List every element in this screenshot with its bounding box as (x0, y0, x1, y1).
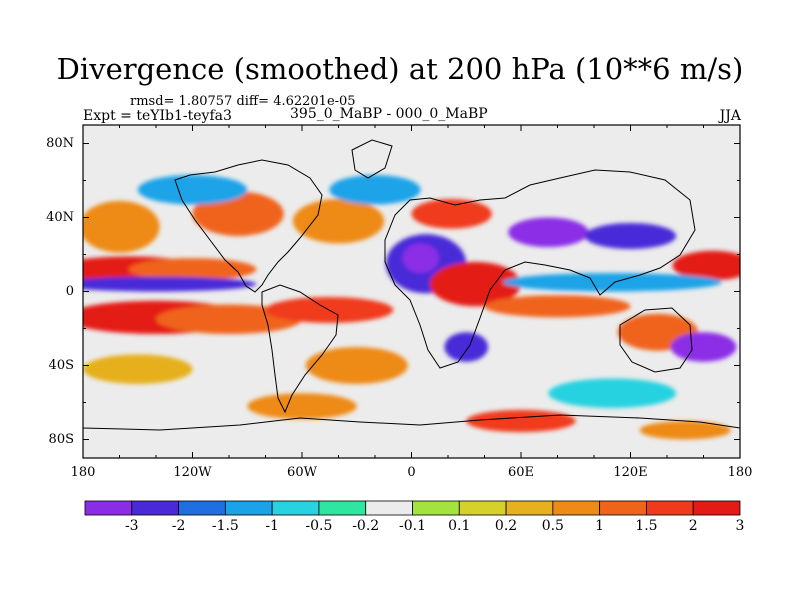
y-tick-label: 80N (46, 135, 74, 151)
field-anomaly-15 (508, 217, 589, 248)
colorbar-swatch (692, 500, 741, 516)
colorbar-swatch (599, 500, 647, 516)
colorbar-swatch (552, 500, 601, 516)
field-anomaly-13 (429, 261, 521, 307)
colorbar-label: -2 (171, 518, 186, 534)
field-anomaly-22 (670, 332, 737, 362)
colorbar-label: -1.5 (211, 518, 239, 534)
x-tick-label: 180 (727, 465, 753, 480)
field-anomaly-10 (329, 174, 421, 205)
x-tick-label: 180 (70, 465, 96, 480)
x-tick-label: 60E (507, 465, 535, 480)
colorbar-label: -0.5 (305, 518, 333, 534)
x-tick-label: 0 (407, 465, 416, 480)
field-anomaly-9 (137, 174, 248, 205)
north-america-outline (174, 159, 323, 293)
colorbar-label: 1 (595, 518, 605, 534)
colorbar-swatch (646, 500, 694, 516)
colorbar-label: -1 (265, 518, 279, 534)
colorbar-swatch (458, 500, 507, 516)
field-anomaly-16 (584, 223, 677, 249)
colorbar-swatch (365, 500, 413, 516)
colorbar-swatch (131, 500, 179, 516)
rmsd-diff-stats: rmsd= 1.80757 diff= 4.62201e-05 (130, 94, 356, 109)
colorbar-swatch (318, 500, 367, 516)
y-tick-label: 0 (65, 283, 74, 299)
field-anomaly-20 (444, 332, 489, 362)
colorbar-label: 2 (688, 518, 698, 534)
field-anomaly-23 (305, 347, 408, 384)
axis-ticks (82, 125, 741, 458)
field-anomaly-26 (247, 393, 357, 420)
period-subtitle: 395_0_MaBP - 000_0_MaBP (290, 106, 488, 122)
colorbar-swatch (224, 500, 273, 516)
field-anomaly-2 (83, 276, 257, 292)
field-anomaly-28 (639, 421, 731, 440)
greenland-outline (351, 139, 393, 179)
colorbar-label: 0.2 (494, 518, 518, 534)
field-anomaly-18 (502, 273, 722, 292)
y-tick-label: 40N (46, 209, 74, 225)
colorbar-label: 0.1 (448, 518, 471, 534)
field-anomaly-27 (466, 409, 576, 433)
plot-title: Divergence (smoothed) at 200 hPa (10**6 … (56, 52, 744, 86)
colorbar-swatch (84, 500, 133, 516)
colorbar-label: 3 (735, 518, 745, 534)
field-anomaly-25 (548, 378, 677, 409)
coastlines (83, 139, 740, 431)
season-label: JJA (719, 108, 741, 124)
antarctica-outline (83, 414, 740, 431)
x-tick-label: 60W (287, 465, 317, 480)
field-anomaly-14 (411, 199, 492, 229)
field-anomaly-19 (484, 295, 631, 318)
y-tick-label: 40S (48, 357, 74, 373)
field-anomaly-6 (83, 200, 160, 253)
field-anomaly-1 (128, 258, 257, 281)
colorbar-label: 1.5 (635, 518, 658, 534)
divergence-field (83, 174, 740, 440)
x-tick-label: 120W (173, 465, 212, 480)
field-anomaly-12 (402, 243, 439, 273)
y-tick-label: 80S (48, 431, 74, 447)
colorbar-label: -0.1 (399, 518, 426, 534)
colorbar-label: 0.5 (541, 518, 564, 534)
experiment-label: Expt = teYIb1-teyfa3 (83, 108, 232, 124)
colorbar (84, 500, 741, 516)
field-anomaly-4 (156, 304, 302, 335)
colorbar-swatch (178, 500, 226, 516)
eurasia-africa-outline (384, 169, 696, 369)
colorbar-swatch (505, 500, 554, 516)
field-anomaly-17 (672, 250, 740, 281)
colorbar-label: -3 (124, 518, 139, 534)
south-america-outline (261, 284, 339, 414)
x-tick-label: 120E (613, 465, 648, 480)
colorbar-label: -0.2 (352, 518, 380, 534)
colorbar-swatch (271, 500, 320, 516)
australia-outline (619, 307, 693, 373)
field-anomaly-24 (83, 354, 193, 385)
colorbar-swatch (412, 500, 460, 516)
field-anomaly-8 (292, 199, 385, 244)
